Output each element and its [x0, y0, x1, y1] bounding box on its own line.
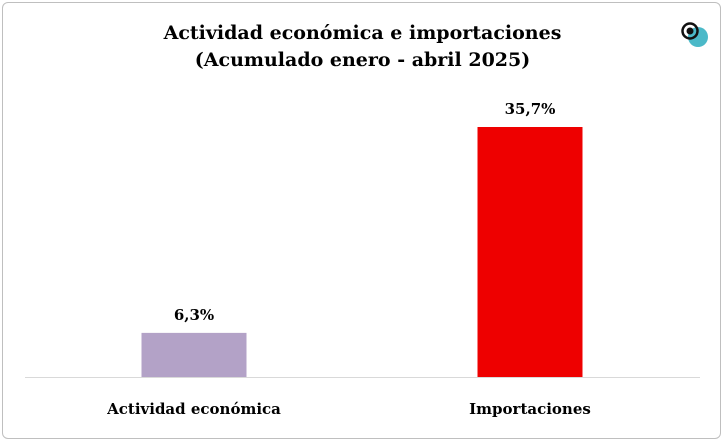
bar-0 — [141, 332, 247, 377]
x-tick-label: Actividad económica — [106, 400, 281, 418]
chart-subtitle: (Acumulado enero - abril 2025) — [194, 49, 531, 71]
chart-title: Actividad económica e importaciones — [163, 22, 562, 44]
logo-icon — [681, 22, 708, 47]
data-label: 6,3% — [174, 306, 214, 324]
chart-frame — [2, 2, 721, 439]
x-tick-label: Importaciones — [469, 400, 591, 418]
bar-1 — [477, 127, 583, 377]
data-label: 35,7% — [505, 100, 556, 118]
